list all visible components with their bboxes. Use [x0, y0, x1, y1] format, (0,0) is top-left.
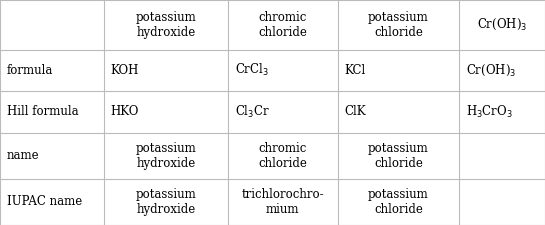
- Text: potassium
chloride: potassium chloride: [368, 188, 429, 216]
- Text: Cr(OH)$_3$: Cr(OH)$_3$: [477, 17, 527, 32]
- Text: Cr(OH)$_3$: Cr(OH)$_3$: [465, 63, 516, 78]
- Text: chromic
chloride: chromic chloride: [258, 142, 307, 170]
- Text: name: name: [7, 149, 39, 162]
- Text: IUPAC name: IUPAC name: [7, 196, 82, 208]
- Text: ClK: ClK: [344, 106, 366, 118]
- Text: chromic
chloride: chromic chloride: [258, 11, 307, 39]
- Text: potassium
chloride: potassium chloride: [368, 142, 429, 170]
- Text: Hill formula: Hill formula: [7, 106, 78, 118]
- Text: formula: formula: [7, 64, 53, 77]
- Text: KOH: KOH: [110, 64, 138, 77]
- Text: potassium
hydroxide: potassium hydroxide: [136, 142, 196, 170]
- Text: trichlorochrо-
mium: trichlorochrо- mium: [241, 188, 324, 216]
- Text: potassium
hydroxide: potassium hydroxide: [136, 188, 196, 216]
- Text: CrCl$_3$: CrCl$_3$: [234, 62, 269, 78]
- Text: potassium
chloride: potassium chloride: [368, 11, 429, 39]
- Text: HKO: HKO: [110, 106, 138, 118]
- Text: KCl: KCl: [344, 64, 366, 77]
- Text: potassium
hydroxide: potassium hydroxide: [136, 11, 196, 39]
- Text: H$_3$CrO$_3$: H$_3$CrO$_3$: [465, 104, 512, 120]
- Text: Cl$_3$Cr: Cl$_3$Cr: [234, 104, 270, 120]
